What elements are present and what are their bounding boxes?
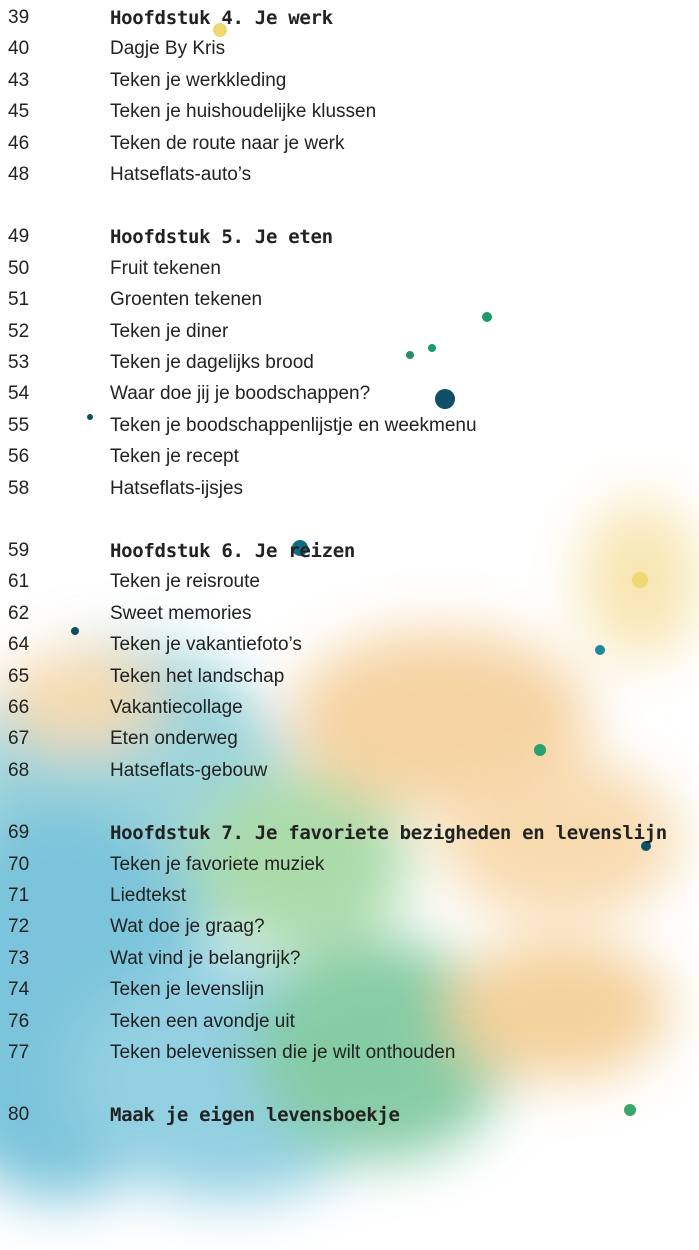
page-number: 48 bbox=[8, 160, 29, 190]
entry-title: Teken de route naar je werk bbox=[110, 129, 344, 159]
page-number: 45 bbox=[8, 97, 29, 127]
page-number: 40 bbox=[8, 34, 29, 64]
entry-title: Groenten tekenen bbox=[110, 285, 262, 315]
page-number: 74 bbox=[8, 975, 29, 1005]
entry-title: Teken je boodschappenlijstje en weekmenu bbox=[110, 411, 477, 441]
page-number: 51 bbox=[8, 285, 29, 315]
page-number: 80 bbox=[8, 1100, 29, 1130]
entry-title: Sweet memories bbox=[110, 599, 252, 629]
page-number: 43 bbox=[8, 66, 29, 96]
entry-title: Hatseflats-auto’s bbox=[110, 160, 251, 190]
chapter-title: Hoofdstuk 6. Je reizen bbox=[110, 536, 355, 566]
page-number: 71 bbox=[8, 881, 29, 911]
page-number: 56 bbox=[8, 442, 29, 472]
page-number: 52 bbox=[8, 317, 29, 347]
page-number: 67 bbox=[8, 724, 29, 754]
entry-title: Hatseflats-ijsjes bbox=[110, 474, 243, 504]
page-number: 73 bbox=[8, 944, 29, 974]
page-number: 46 bbox=[8, 129, 29, 159]
entry-title: Teken je levenslijn bbox=[110, 975, 264, 1005]
page-number: 65 bbox=[8, 662, 29, 692]
entry-title: Teken een avondje uit bbox=[110, 1007, 295, 1037]
entry-title: Wat doe je graag? bbox=[110, 912, 265, 942]
entry-title: Teken je diner bbox=[110, 317, 228, 347]
page-number: 54 bbox=[8, 379, 29, 409]
page-number: 66 bbox=[8, 693, 29, 723]
entry-title: Teken je werkkleding bbox=[110, 66, 286, 96]
chapter-title: Hoofdstuk 4. Je werk bbox=[110, 3, 333, 33]
entry-title: Eten onderweg bbox=[110, 724, 238, 754]
page-number: 50 bbox=[8, 254, 29, 284]
entry-title: Vakantiecollage bbox=[110, 693, 243, 723]
entry-title: Hatseflats-gebouw bbox=[110, 756, 267, 786]
page-number: 70 bbox=[8, 850, 29, 880]
page-number: 72 bbox=[8, 912, 29, 942]
entry-title: Teken je dagelijks brood bbox=[110, 348, 314, 378]
page-number: 39 bbox=[8, 3, 29, 33]
page-number: 58 bbox=[8, 474, 29, 504]
page-number: 77 bbox=[8, 1038, 29, 1068]
entry-title: Teken je vakantiefoto’s bbox=[110, 630, 302, 660]
page-number: 61 bbox=[8, 567, 29, 597]
page-number: 68 bbox=[8, 756, 29, 786]
page: 39 Hoofdstuk 4. Je werk 40 Dagje By Kris 43 T… bbox=[0, 0, 699, 1250]
chapter-title: Hoofdstuk 7. Je favoriete bezigheden en … bbox=[110, 818, 667, 848]
entry-title: Waar doe jij je boodschappen? bbox=[110, 379, 370, 409]
entry-title: Fruit tekenen bbox=[110, 254, 221, 284]
entry-title: Teken je recept bbox=[110, 442, 239, 472]
entry-title: Teken je huishoudelijke klussen bbox=[110, 97, 376, 127]
page-number: 76 bbox=[8, 1007, 29, 1037]
entry-title: Wat vind je belangrijk? bbox=[110, 944, 300, 974]
entry-title: Liedtekst bbox=[110, 881, 186, 911]
page-number: 55 bbox=[8, 411, 29, 441]
entry-title: Teken het landschap bbox=[110, 662, 284, 692]
page-number: 53 bbox=[8, 348, 29, 378]
entry-title: Teken belevenissen die je wilt onthouden bbox=[110, 1038, 455, 1068]
entry-title: Teken je favoriete muziek bbox=[110, 850, 324, 880]
chapter-title: Hoofdstuk 5. Je eten bbox=[110, 222, 333, 252]
chapter-title: Maak je eigen levensboekje bbox=[110, 1100, 400, 1130]
page-number: 62 bbox=[8, 599, 29, 629]
page-number: 64 bbox=[8, 630, 29, 660]
page-number: 59 bbox=[8, 536, 29, 566]
entry-title: Dagje By Kris bbox=[110, 34, 225, 64]
entry-title: Teken je reisroute bbox=[110, 567, 260, 597]
page-number: 69 bbox=[8, 818, 29, 848]
page-number: 49 bbox=[8, 222, 29, 252]
